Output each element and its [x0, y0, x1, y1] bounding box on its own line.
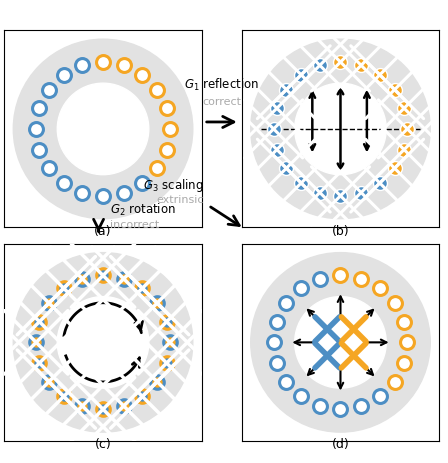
Circle shape [295, 84, 386, 175]
Text: $G_2$ rotation: $G_2$ rotation [110, 201, 176, 218]
Text: (c): (c) [95, 438, 112, 450]
Text: correct: correct [202, 96, 241, 106]
Text: extrinsic: extrinsic [156, 194, 204, 205]
Text: (a): (a) [94, 225, 112, 238]
Circle shape [251, 40, 430, 219]
Text: (d): (d) [332, 438, 349, 450]
Circle shape [295, 297, 386, 388]
Circle shape [57, 84, 149, 175]
Text: incorrect: incorrect [110, 219, 159, 229]
Circle shape [13, 40, 193, 219]
Circle shape [13, 253, 193, 432]
Circle shape [251, 253, 430, 432]
Text: $G_3$ scaling: $G_3$ scaling [143, 176, 204, 194]
Text: (b): (b) [332, 225, 349, 238]
Text: $G_1$ reflection: $G_1$ reflection [184, 76, 259, 93]
Circle shape [57, 297, 149, 388]
